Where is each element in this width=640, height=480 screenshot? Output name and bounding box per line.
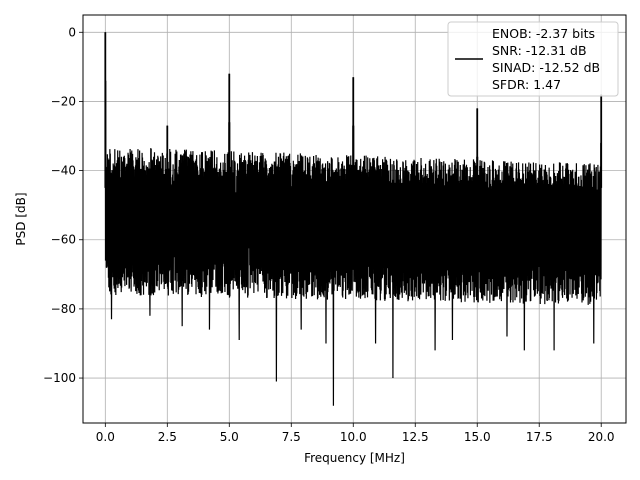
- legend: ENOB: -2.37 bits SNR: -12.31 dB SINAD: -…: [447, 21, 619, 97]
- x-tick-label: 15.0: [464, 430, 491, 444]
- legend-sinad: SINAD: -12.52 dB: [492, 60, 600, 75]
- y-tick-label: −100: [43, 371, 76, 385]
- x-axis-label: Frequency [MHz]: [304, 451, 405, 465]
- x-tick-label: 7.5: [282, 430, 301, 444]
- x-tick-label: 20.0: [588, 430, 615, 444]
- legend-sfdr: SFDR: 1.47: [492, 77, 561, 92]
- x-tick-label: 2.5: [158, 430, 177, 444]
- x-tick-label: 10.0: [340, 430, 367, 444]
- x-tick-label: 17.5: [526, 430, 553, 444]
- x-tick-label: 12.5: [402, 430, 429, 444]
- x-axis: 0.0 2.5 5.0 7.5 10.0 12.5 15.0 17.5 20.0: [96, 423, 615, 444]
- y-axis-label: PSD [dB]: [14, 192, 28, 245]
- y-tick-label: −20: [51, 94, 76, 108]
- y-axis: 0 −20 −40 −60 −80 −100: [43, 25, 83, 385]
- x-tick-label: 5.0: [220, 430, 239, 444]
- y-tick-label: 0: [68, 25, 76, 39]
- y-tick-label: −40: [51, 164, 76, 178]
- y-tick-label: −80: [51, 302, 76, 316]
- plot-frame: [82, 14, 627, 424]
- legend-snr: SNR: -12.31 dB: [492, 43, 587, 58]
- y-tick-label: −60: [51, 233, 76, 247]
- legend-box: [447, 21, 619, 97]
- plot-area: [104, 32, 603, 406]
- x-tick-label: 0.0: [96, 430, 115, 444]
- legend-enob: ENOB: -2.37 bits: [492, 26, 595, 41]
